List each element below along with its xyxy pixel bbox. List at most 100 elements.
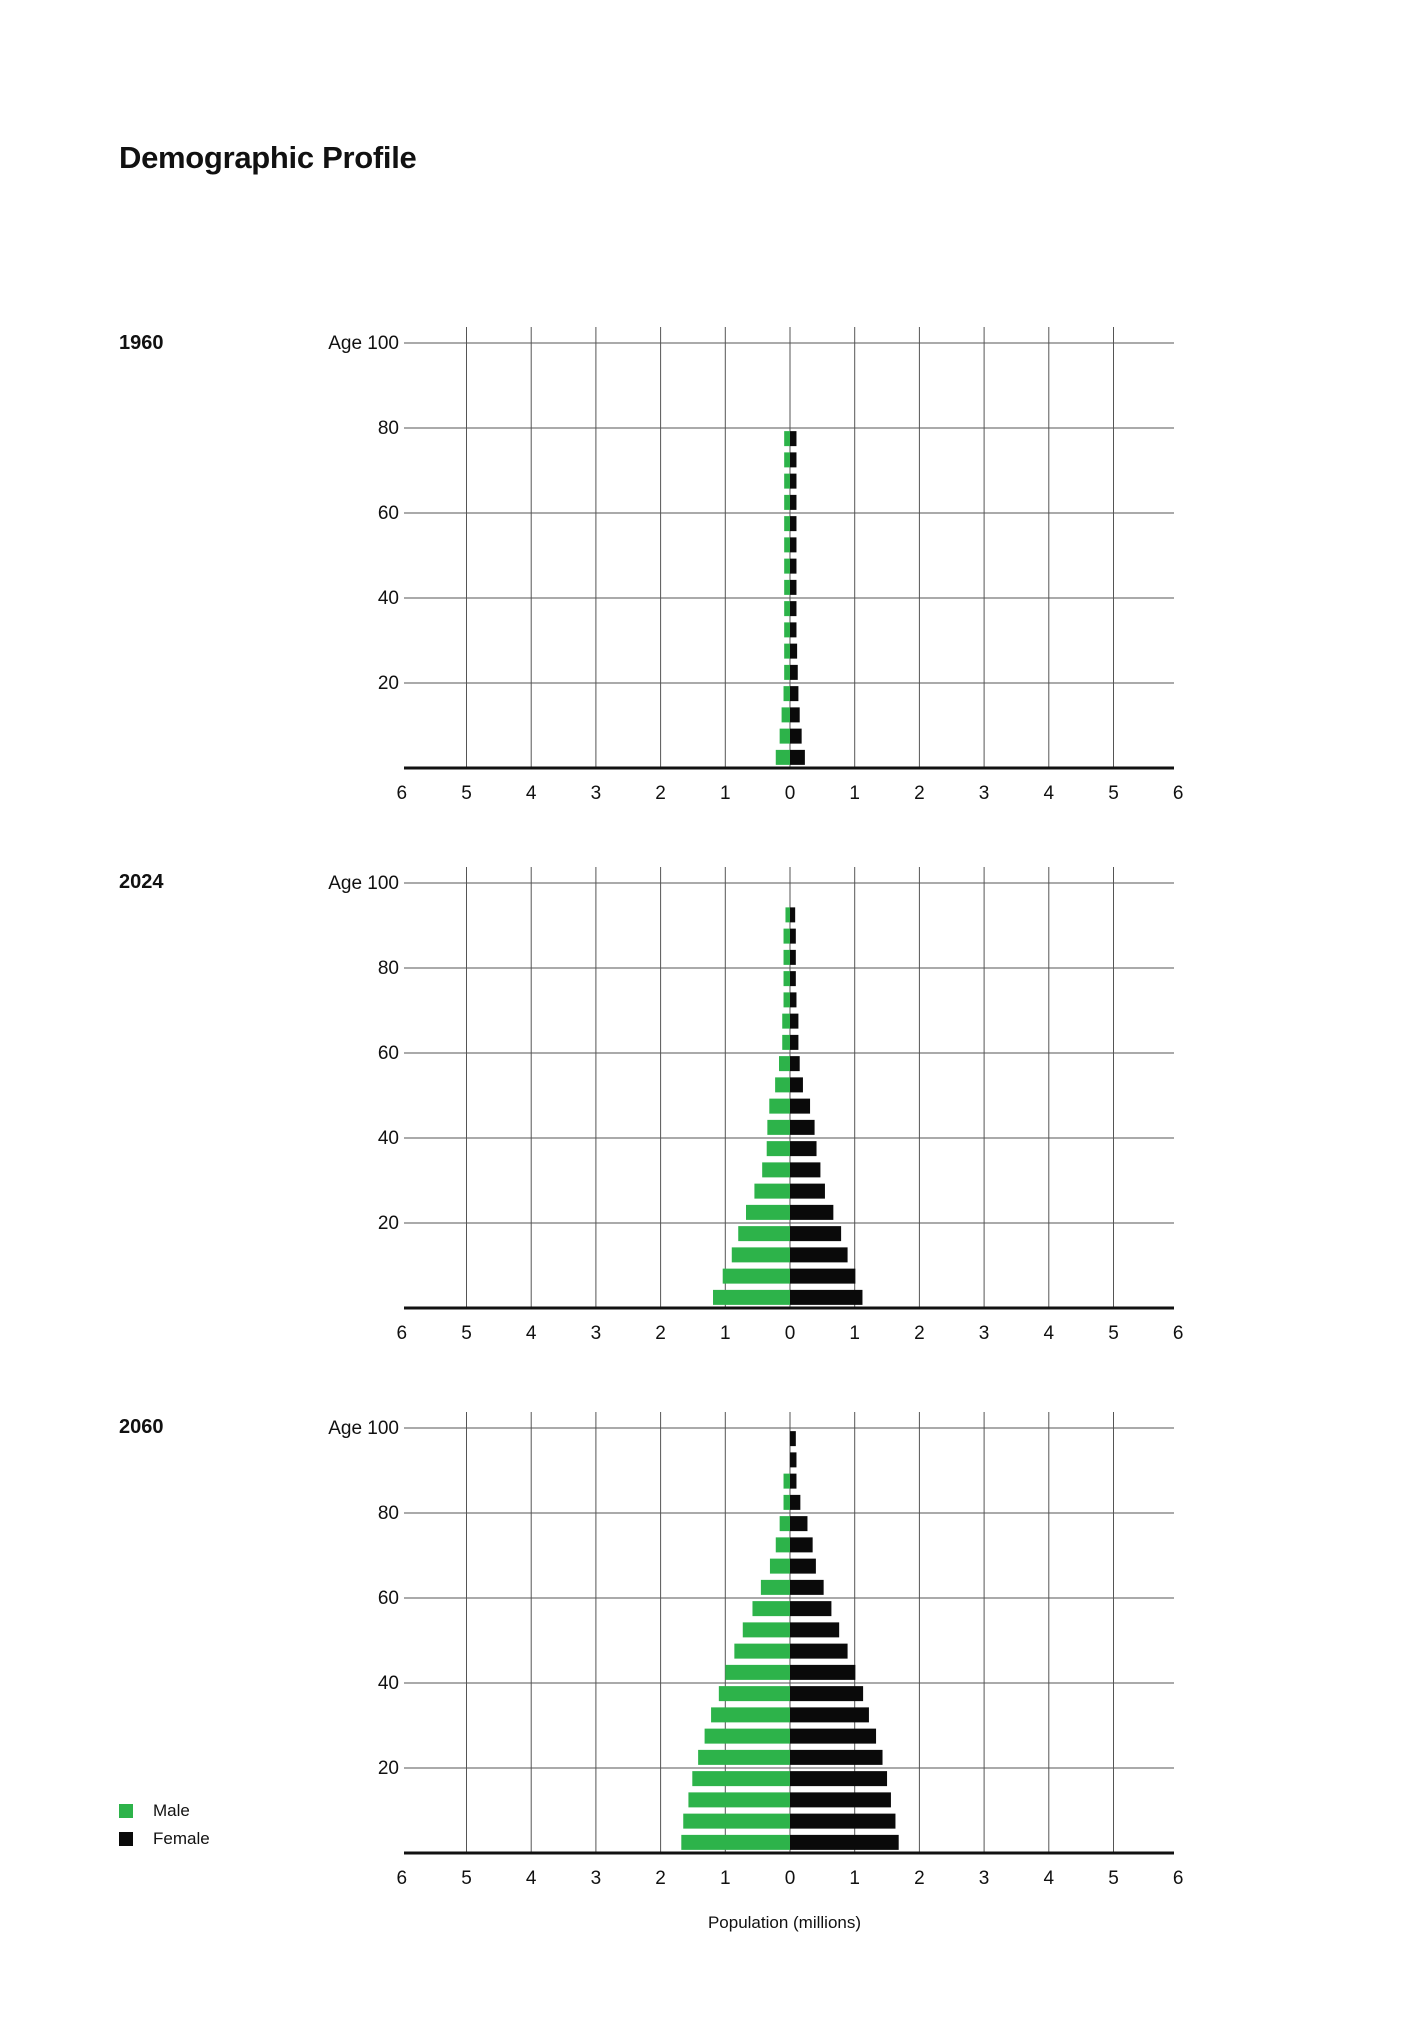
x-tick-label: 1	[849, 783, 860, 804]
bar-male	[784, 452, 790, 468]
x-tick-label: 4	[1044, 1868, 1055, 1889]
x-tick-label: 5	[461, 783, 472, 804]
bar-female	[790, 686, 799, 702]
x-tick-label: 5	[461, 1323, 472, 1344]
x-tick-label: 5	[1108, 783, 1119, 804]
x-tick-label: 3	[591, 1323, 602, 1344]
bar-male	[762, 1162, 790, 1178]
bar-male	[775, 1077, 790, 1093]
bar-male	[784, 558, 790, 574]
bar-female	[790, 1034, 799, 1050]
bar-female	[790, 1516, 808, 1532]
bar-male	[783, 971, 790, 987]
bar-male	[783, 928, 790, 944]
bar-female	[790, 494, 797, 510]
x-tick-label: 5	[461, 1868, 472, 1889]
x-tick-label: 2	[914, 1323, 925, 1344]
y-tick-label: 40	[378, 588, 399, 609]
x-tick-label: 4	[526, 1868, 537, 1889]
bar-male	[688, 1792, 790, 1808]
y-tick-label: 40	[378, 1128, 399, 1149]
bar-male	[713, 1289, 790, 1305]
bar-female	[790, 1664, 856, 1680]
x-tick-label: 5	[1108, 1323, 1119, 1344]
bar-male	[781, 707, 790, 723]
bar-female	[790, 1183, 825, 1199]
bar-male	[784, 516, 790, 532]
bar-male	[722, 1268, 790, 1284]
bar-male	[779, 728, 790, 744]
bar-female	[790, 707, 800, 723]
bar-female	[790, 1622, 840, 1638]
x-tick-label: 5	[1108, 1868, 1119, 1889]
bar-male	[746, 1204, 790, 1220]
bar-female	[790, 1601, 832, 1617]
y-axis-top-label: Age 100	[328, 1418, 399, 1439]
bar-male	[784, 664, 790, 680]
bar-male	[779, 1056, 790, 1072]
bar-male	[769, 1558, 790, 1574]
bar-female	[790, 601, 797, 617]
x-tick-label: 6	[1173, 1868, 1184, 1889]
x-tick-label: 1	[720, 1323, 731, 1344]
y-tick-label: 20	[378, 673, 399, 694]
bar-female	[790, 452, 797, 468]
bar-female	[790, 1579, 824, 1595]
page-title: Demographic Profile	[119, 140, 417, 175]
legend-swatch-male	[119, 1804, 133, 1818]
x-tick-label: 3	[591, 1868, 602, 1889]
bar-male	[783, 1494, 790, 1510]
bar-female	[790, 971, 796, 987]
bar-female	[790, 749, 805, 765]
bar-female	[790, 558, 797, 574]
x-axis-label: Population (millions)	[707, 1913, 862, 1932]
bar-male	[783, 992, 790, 1008]
bar-female	[790, 728, 802, 744]
bar-male	[784, 494, 790, 510]
x-tick-label: 1	[849, 1868, 860, 1889]
bar-male	[731, 1247, 790, 1263]
bar-male	[784, 622, 790, 638]
panel-year-2060: 2060	[119, 1416, 164, 1438]
bar-female	[790, 1247, 848, 1263]
x-tick-label: 1	[720, 783, 731, 804]
bar-male	[775, 1537, 790, 1553]
x-tick-label: 4	[526, 783, 537, 804]
x-tick-label: 6	[397, 1868, 408, 1889]
x-tick-label: 0	[785, 783, 796, 804]
y-tick-label: 80	[378, 418, 399, 439]
x-tick-label: 6	[1173, 1323, 1184, 1344]
bar-male	[784, 643, 790, 659]
bar-female	[790, 1813, 896, 1829]
y-axis-top-label: Age 100	[328, 873, 399, 894]
x-tick-label: 3	[979, 1868, 990, 1889]
bar-male	[783, 949, 790, 965]
y-tick-label: 20	[378, 1758, 399, 1779]
bar-male	[681, 1834, 790, 1850]
bar-female	[790, 1643, 848, 1659]
bar-female	[790, 1771, 888, 1787]
bar-male	[784, 537, 790, 553]
bar-male	[784, 431, 790, 447]
bar-female	[790, 1013, 799, 1029]
bar-male	[782, 1034, 790, 1050]
bar-female	[790, 1537, 813, 1553]
legend-item-male: Male	[119, 1797, 210, 1825]
bar-female	[790, 1204, 834, 1220]
bar-female	[790, 1728, 877, 1744]
bar-female	[790, 622, 797, 638]
bar-female	[790, 1792, 891, 1808]
bar-male	[734, 1643, 790, 1659]
x-tick-label: 2	[655, 783, 666, 804]
x-tick-label: 6	[397, 783, 408, 804]
bar-male	[752, 1601, 790, 1617]
bar-female	[790, 992, 797, 1008]
bar-female	[790, 928, 796, 944]
x-tick-label: 3	[979, 783, 990, 804]
bar-female	[790, 579, 797, 595]
x-tick-label: 4	[526, 1323, 537, 1344]
bar-female	[790, 949, 796, 965]
bar-male	[783, 686, 790, 702]
bar-male	[779, 1516, 790, 1532]
